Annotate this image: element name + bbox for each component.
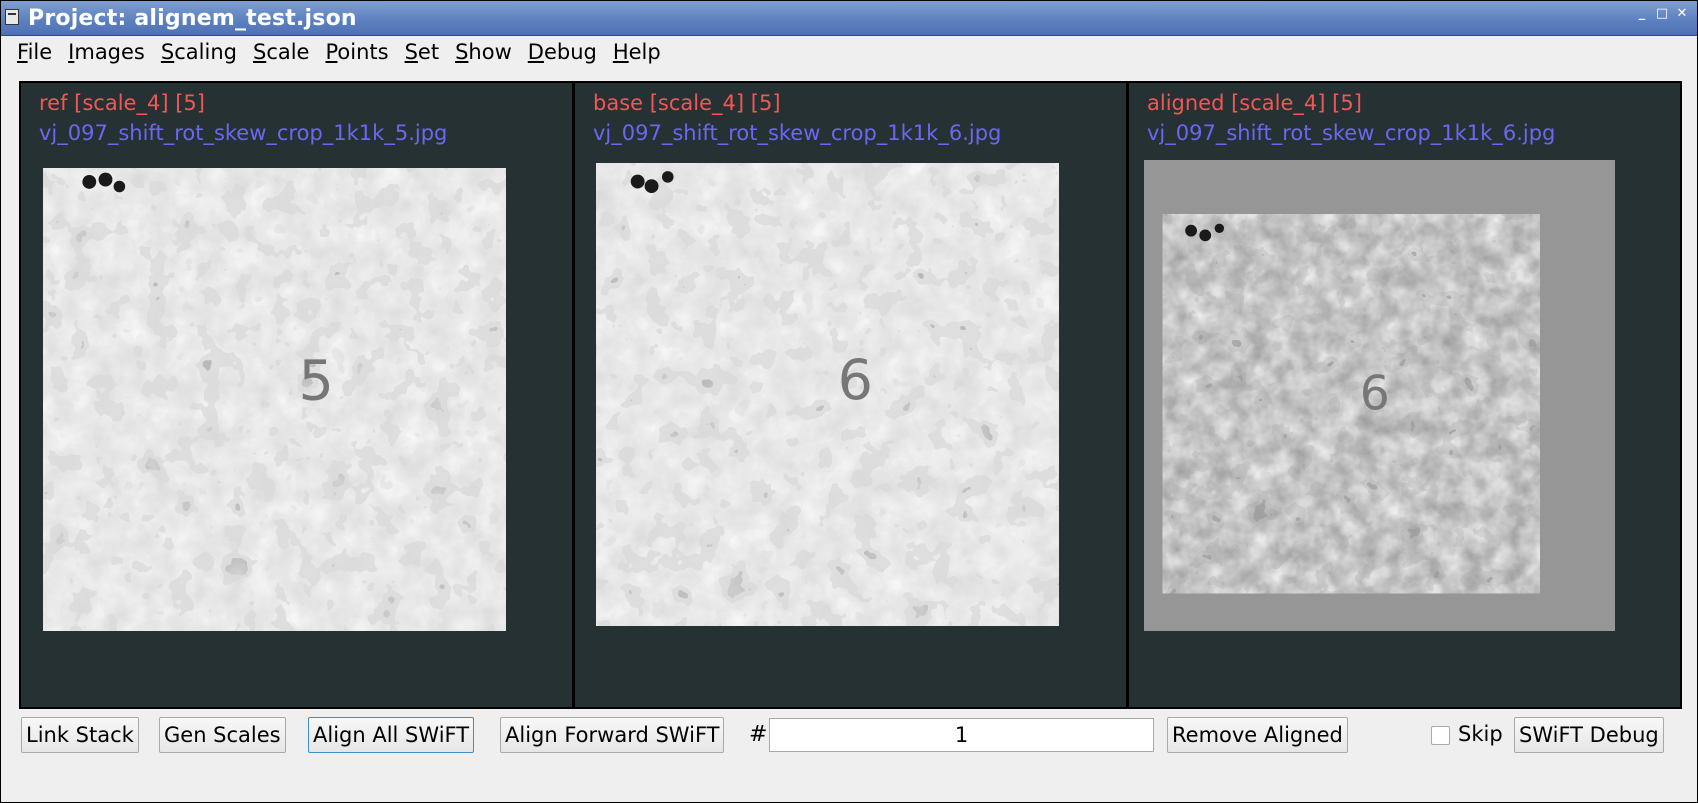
aligned-panel[interactable]: aligned [scale_4] [5] vj_097_shift_rot_s… (1129, 83, 1680, 707)
remove-aligned-button[interactable]: Remove Aligned (1167, 717, 1348, 753)
menu-file[interactable]: File (17, 40, 53, 64)
minimize-icon[interactable]: _ (1638, 6, 1646, 21)
menu-points[interactable]: Points (325, 40, 389, 64)
base-panel-title: base [scale_4] [5] (593, 91, 781, 115)
window-menu-icon[interactable] (5, 9, 19, 25)
window-title: Project: alignem_test.json (28, 6, 357, 31)
base-image-digit: 6 (838, 348, 873, 413)
gen-scales-button[interactable]: Gen Scales (159, 717, 286, 753)
image-panels: ref [scale_4] [5] vj_097_shift_rot_skew_… (19, 81, 1682, 709)
ref-image[interactable]: 5 (43, 168, 506, 631)
aligned-image[interactable]: 6 (1144, 160, 1615, 631)
aligned-image-digit: 6 (1360, 367, 1390, 422)
aligned-panel-title: aligned [scale_4] [5] (1147, 91, 1362, 115)
ref-image-digit: 5 (298, 349, 333, 414)
ref-panel[interactable]: ref [scale_4] [5] vj_097_shift_rot_skew_… (21, 83, 572, 707)
skip-label: Skip (1458, 722, 1503, 746)
menu-debug[interactable]: Debug (527, 40, 597, 64)
forward-count-input[interactable] (769, 718, 1154, 752)
menu-help[interactable]: Help (612, 40, 661, 64)
menu-bar: File Images Scaling Scale Points Set Sho… (1, 37, 1697, 67)
menu-images[interactable]: Images (68, 40, 145, 64)
menu-scale[interactable]: Scale (252, 40, 310, 64)
maximize-icon[interactable]: □ (1655, 6, 1669, 21)
align-forward-swift-button[interactable]: Align Forward SWiFT (500, 717, 725, 753)
ref-panel-title: ref [scale_4] [5] (39, 91, 205, 115)
close-icon[interactable]: ✕ (1676, 6, 1688, 21)
control-bar: Link Stack Gen Scales Align All SWiFT Al… (1, 717, 1697, 757)
menu-set[interactable]: Set (404, 40, 440, 64)
menu-show[interactable]: Show (455, 40, 512, 64)
count-hash-label: # (749, 722, 768, 747)
ref-panel-filename: vj_097_shift_rot_skew_crop_1k1k_5.jpg (39, 121, 448, 145)
base-panel-filename: vj_097_shift_rot_skew_crop_1k1k_6.jpg (593, 121, 1002, 145)
aligned-panel-filename: vj_097_shift_rot_skew_crop_1k1k_6.jpg (1147, 121, 1556, 145)
title-bar[interactable]: Project: alignem_test.json _ □ ✕ (1, 1, 1697, 36)
swift-debug-button[interactable]: SWiFT Debug (1514, 717, 1664, 753)
link-stack-button[interactable]: Link Stack (21, 717, 139, 753)
align-all-swift-button[interactable]: Align All SWiFT (308, 717, 475, 753)
menu-scaling[interactable]: Scaling (160, 40, 237, 64)
base-panel[interactable]: base [scale_4] [5] vj_097_shift_rot_skew… (575, 83, 1126, 707)
skip-checkbox[interactable] (1431, 726, 1450, 745)
base-image[interactable]: 6 (596, 163, 1059, 626)
